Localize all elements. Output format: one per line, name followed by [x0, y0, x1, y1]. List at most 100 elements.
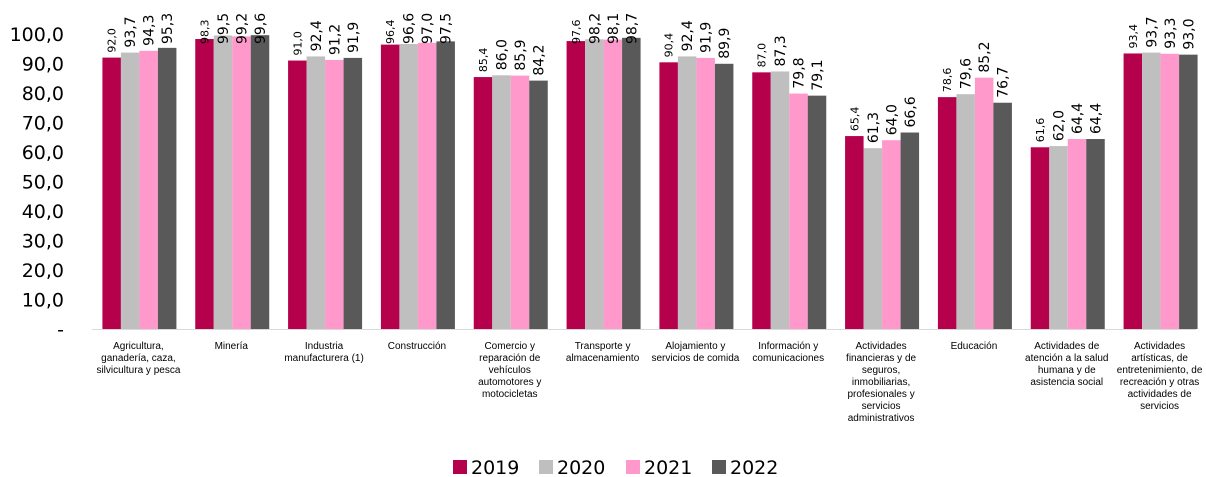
legend-label: 2020	[557, 457, 605, 477]
legend-label: 2022	[730, 457, 778, 477]
bar	[1030, 147, 1050, 329]
bar	[585, 39, 604, 330]
legend-swatch	[453, 460, 467, 474]
data-label: 99,6	[253, 13, 269, 44]
data-label: 61,3	[866, 112, 882, 143]
bar	[139, 50, 158, 329]
data-label: 92,0	[106, 28, 119, 53]
bar	[417, 42, 437, 329]
y-tick-label: 70,0	[22, 113, 64, 135]
bar	[1049, 146, 1068, 329]
legend-label: 2019	[471, 457, 519, 477]
y-tick-label: 10,0	[22, 290, 64, 312]
bar	[213, 35, 233, 329]
data-label: 93,3	[1163, 18, 1179, 49]
data-label: 90,4	[663, 33, 676, 58]
bar	[677, 56, 697, 330]
bar	[807, 95, 827, 329]
data-label: 92,4	[309, 20, 325, 51]
data-label: 93,7	[123, 16, 139, 47]
category-label: Educación	[951, 341, 998, 352]
category-label: Actividades artísticas, de entretenimiento…	[1117, 341, 1203, 412]
data-label: 76,7	[996, 67, 1012, 98]
bar	[1179, 54, 1198, 330]
data-label: 78,6	[941, 68, 954, 93]
data-label: 99,2	[235, 13, 251, 44]
y-tick-label: 100,0	[10, 24, 64, 46]
data-label: 92,4	[680, 20, 696, 51]
data-label: 64,4	[1070, 103, 1086, 134]
y-tick-label: 90,0	[22, 54, 64, 76]
bar	[120, 52, 140, 330]
data-label: 98,7	[624, 13, 640, 44]
y-tick-label: 30,0	[22, 231, 64, 253]
bar	[1067, 139, 1087, 329]
bar	[845, 136, 864, 329]
bar	[288, 60, 307, 330]
data-label: 94,3	[142, 15, 158, 46]
data-label: 93,0	[1181, 18, 1197, 49]
data-label: 98,2	[587, 13, 603, 44]
y-tick-label: 60,0	[22, 142, 64, 164]
data-label: 87,0	[755, 43, 768, 68]
category-label: Transporte y almacenamiento	[566, 341, 640, 364]
data-label: 95,3	[160, 13, 176, 44]
bar	[529, 80, 548, 329]
bar	[492, 75, 511, 329]
data-label: 91,9	[346, 22, 362, 53]
bar	[696, 57, 715, 330]
category-label: Construcción	[388, 341, 446, 352]
data-label: 97,5	[439, 13, 455, 44]
bar	[714, 63, 734, 330]
y-tick-label: 80,0	[22, 83, 64, 105]
bar	[250, 35, 270, 330]
legend-swatch	[712, 460, 726, 474]
data-label: 96,4	[384, 20, 397, 45]
data-label: 62,0	[1052, 110, 1068, 141]
bar	[306, 56, 326, 330]
bar	[102, 57, 121, 329]
bar	[770, 71, 790, 329]
category-label: Comercio y reparación de vehículos automoto…	[478, 341, 541, 400]
bar	[974, 77, 994, 329]
data-label: 98,3	[198, 20, 211, 45]
data-label: 87,3	[773, 35, 789, 66]
data-label: 85,4	[477, 48, 490, 73]
bar	[659, 62, 678, 329]
legend-swatch	[539, 460, 553, 474]
data-label: 66,6	[903, 96, 919, 127]
category-label: Alojamiento y servicios de comida	[652, 341, 740, 364]
data-label: 65,4	[848, 107, 861, 132]
data-label: 86,0	[495, 39, 511, 70]
legend-swatch	[626, 460, 640, 474]
bars	[102, 35, 1198, 330]
data-label: 93,4	[1127, 24, 1140, 49]
category-label: Agricultura, ganadería, caza, silvicultura…	[96, 341, 180, 376]
data-label: 79,1	[810, 59, 826, 90]
category-label: Industria manufacturera (1)	[284, 341, 363, 364]
data-label: 84,2	[532, 44, 548, 75]
bar	[789, 93, 808, 329]
bar	[937, 97, 957, 329]
bar	[882, 140, 901, 329]
bar	[900, 132, 920, 329]
bar	[752, 72, 771, 329]
data-label: 98,1	[606, 13, 622, 44]
bar	[603, 39, 623, 329]
bar	[343, 57, 363, 330]
category-label: Actividades financieras y de seguros, inmob…	[846, 341, 916, 424]
bar	[195, 39, 214, 329]
data-label: 64,4	[1089, 103, 1105, 134]
y-tick-label: -	[57, 319, 64, 341]
bar	[622, 37, 641, 330]
bar	[157, 47, 177, 330]
bar	[993, 102, 1012, 329]
data-label: 91,2	[327, 24, 343, 55]
bar	[510, 75, 530, 329]
bar	[566, 41, 586, 330]
y-tick-label: 20,0	[22, 260, 64, 282]
data-label: 97,0	[420, 13, 436, 44]
bar	[1086, 139, 1105, 329]
y-tick-label: 40,0	[22, 201, 64, 223]
